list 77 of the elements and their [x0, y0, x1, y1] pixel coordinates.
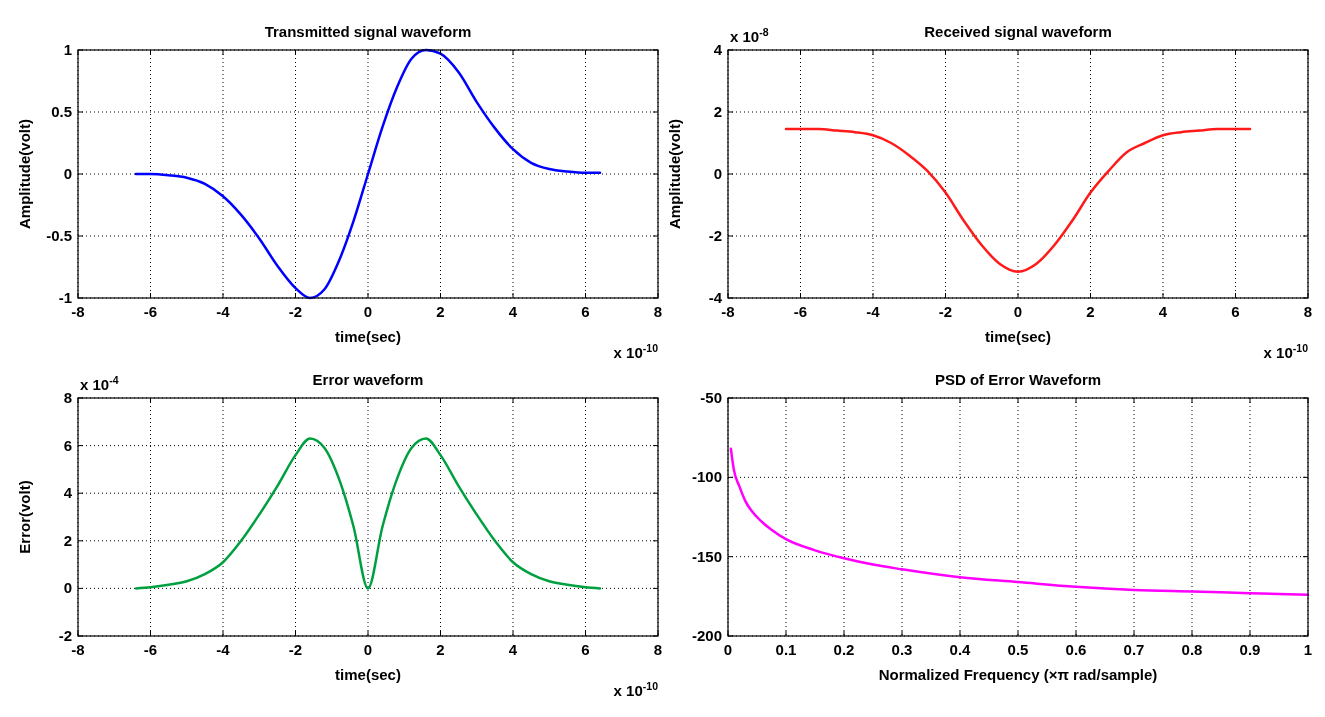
y-tick-label: 6 [63, 436, 72, 454]
y-tick-label: -4 [708, 289, 723, 306]
x-tick-label: 0.6 [1065, 641, 1087, 658]
x-tick-label: 8 [1303, 303, 1313, 320]
x-tick-label: 0.7 [1123, 641, 1145, 658]
x-tick-label: 6 [581, 303, 590, 320]
x-tick-label: 1 [1303, 641, 1313, 658]
y-tick-label: -1 [58, 289, 72, 306]
x-tick-label: 4 [508, 641, 518, 658]
x-tick-label: 0.1 [775, 641, 797, 658]
y-tick-label: -0.5 [46, 227, 72, 244]
chart-title: Transmitted signal waveform [264, 23, 472, 40]
x-tick-label: -4 [866, 303, 881, 320]
text: x 10$^{-4}$ [80, 374, 119, 393]
y-tick-label: 0 [713, 165, 722, 182]
x-tick-label: -2 [288, 641, 303, 658]
line-series [729, 447, 1310, 596]
x-tick-label: 4 [1158, 303, 1168, 320]
x-tick-label: 0.8 [1181, 641, 1203, 658]
y-tick-label: 2 [63, 531, 72, 549]
y-tick-label: 0 [63, 165, 72, 182]
y-tick-label: -150 [691, 547, 722, 565]
line-series [134, 48, 602, 300]
text: x 10$^{-8}$ [730, 26, 769, 45]
x-tick-label: -4 [216, 641, 231, 658]
x-axis-title: Normalized Frequency (×π rad/sample) [878, 666, 1158, 683]
x-tick-label: -2 [938, 303, 953, 320]
y-tick-label: -2 [708, 227, 722, 244]
x-tick-label: -4 [216, 303, 231, 320]
y-axis-title: Error(volt) [16, 480, 33, 554]
y-tick-label: 0 [63, 579, 72, 597]
x-tick-label: -8 [71, 303, 85, 320]
x-tick-label: -8 [721, 303, 735, 320]
x-tick-label: 6 [1231, 303, 1240, 320]
y-tick-label: 1 [63, 41, 72, 58]
y-axis-title: Amplitude(volt) [666, 119, 683, 229]
x-tick-label: 2 [436, 303, 445, 320]
line-series [134, 437, 602, 590]
x-tick-label: 2 [436, 641, 445, 658]
y-tick-label: -100 [691, 468, 722, 486]
text: x 10$^{-10}$ [613, 680, 659, 699]
chart-title: Received signal waveform [924, 23, 1112, 40]
x-tick-label: 0 [363, 303, 373, 320]
y-tick-label: -50 [700, 389, 722, 406]
chart-title: PSD of Error Waveform [934, 371, 1102, 388]
x-tick-label: 0.4 [949, 641, 972, 658]
text: x 10$^{-10}$ [613, 342, 659, 361]
y-tick-label: 8 [63, 389, 72, 406]
x-tick-label: 0.5 [1007, 641, 1029, 658]
y-tick-label: 0.5 [51, 103, 72, 120]
x-axis-title: time(sec) [335, 328, 401, 345]
x-tick-label: 0.9 [1239, 641, 1261, 658]
x-tick-label: 0 [363, 641, 373, 658]
x-tick-label: 8 [653, 303, 663, 320]
x-tick-label: -6 [793, 303, 808, 320]
y-tick-label: 4 [63, 484, 73, 502]
y-tick-label: 4 [713, 41, 723, 58]
y-tick-label: -200 [691, 627, 722, 644]
x-tick-label: 4 [508, 303, 518, 320]
x-tick-label: 6 [581, 641, 590, 658]
x-tick-label: -6 [143, 641, 158, 658]
y-tick-label: -2 [58, 627, 72, 644]
x-tick-label: -6 [143, 303, 158, 320]
line-series [784, 127, 1252, 273]
x-axis-title: time(sec) [985, 328, 1051, 345]
text: x 10$^{-10}$ [1263, 342, 1309, 361]
y-axis-title: Amplitude(volt) [16, 119, 33, 229]
x-tick-label: -2 [288, 303, 303, 320]
y-tick-label: 2 [713, 103, 722, 120]
chart-title: Error waveform [312, 371, 424, 388]
x-axis-title: time(sec) [335, 666, 401, 683]
x-tick-label: 2 [1086, 303, 1095, 320]
x-tick-label: 0 [1013, 303, 1023, 320]
x-tick-label: -8 [71, 641, 85, 658]
x-tick-label: 0.2 [833, 641, 855, 658]
x-tick-label: 8 [653, 641, 663, 658]
x-tick-label: 0.3 [891, 641, 913, 658]
